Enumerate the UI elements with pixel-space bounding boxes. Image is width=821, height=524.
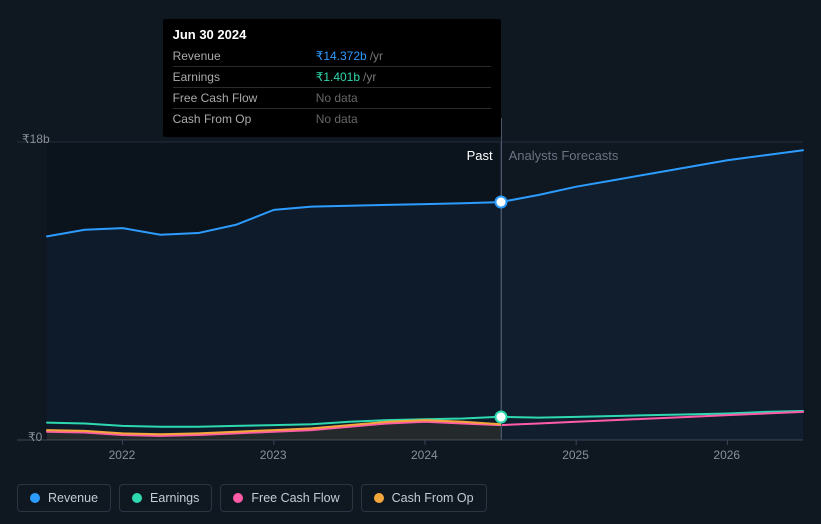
legend-label: Earnings bbox=[150, 491, 199, 505]
legend-label: Cash From Op bbox=[392, 491, 474, 505]
legend-swatch-icon bbox=[233, 493, 243, 503]
tooltip-row-value: ₹14.372b/yr bbox=[316, 46, 491, 67]
legend-item-cash-from-op[interactable]: Cash From Op bbox=[361, 484, 487, 512]
chart-tooltip: Jun 30 2024 Revenue ₹14.372b/yr Earnings… bbox=[163, 19, 501, 137]
tooltip-row-value: ₹1.401b/yr bbox=[316, 67, 491, 88]
legend-swatch-icon bbox=[132, 493, 142, 503]
legend-item-revenue[interactable]: Revenue bbox=[17, 484, 111, 512]
tooltip-row-label: Revenue bbox=[173, 46, 316, 67]
x-axis-tick: 2026 bbox=[713, 448, 740, 462]
past-label: Past bbox=[467, 148, 493, 163]
hover-marker-earnings bbox=[496, 412, 505, 421]
tooltip-row-label: Cash From Op bbox=[173, 109, 316, 130]
legend-label: Revenue bbox=[48, 491, 98, 505]
x-axis-tick: 2025 bbox=[562, 448, 589, 462]
x-axis-tick: 2022 bbox=[109, 448, 136, 462]
tooltip-row-label: Earnings bbox=[173, 67, 316, 88]
legend-item-free-cash-flow[interactable]: Free Cash Flow bbox=[220, 484, 352, 512]
legend-swatch-icon bbox=[374, 493, 384, 503]
legend-item-earnings[interactable]: Earnings bbox=[119, 484, 212, 512]
tooltip-row-value: No data bbox=[316, 88, 491, 109]
legend-label: Free Cash Flow bbox=[251, 491, 339, 505]
y-axis-min-label: ₹0 bbox=[28, 430, 42, 444]
y-axis-max-label: ₹18b bbox=[22, 132, 50, 146]
tooltip-row-value: No data bbox=[316, 109, 491, 130]
hover-marker-revenue bbox=[496, 198, 505, 207]
tooltip-date: Jun 30 2024 bbox=[173, 27, 491, 42]
forecasts-label: Analysts Forecasts bbox=[509, 148, 619, 163]
hover-vertical-line bbox=[501, 118, 502, 440]
x-axis-tick: 2024 bbox=[411, 448, 438, 462]
x-axis-tick: 2023 bbox=[260, 448, 287, 462]
chart-legend: Revenue Earnings Free Cash Flow Cash Fro… bbox=[17, 484, 487, 512]
financials-chart: ₹18b ₹0 2022 2023 2024 2025 2026 Past An… bbox=[0, 0, 821, 524]
legend-swatch-icon bbox=[30, 493, 40, 503]
tooltip-row-label: Free Cash Flow bbox=[173, 88, 316, 109]
